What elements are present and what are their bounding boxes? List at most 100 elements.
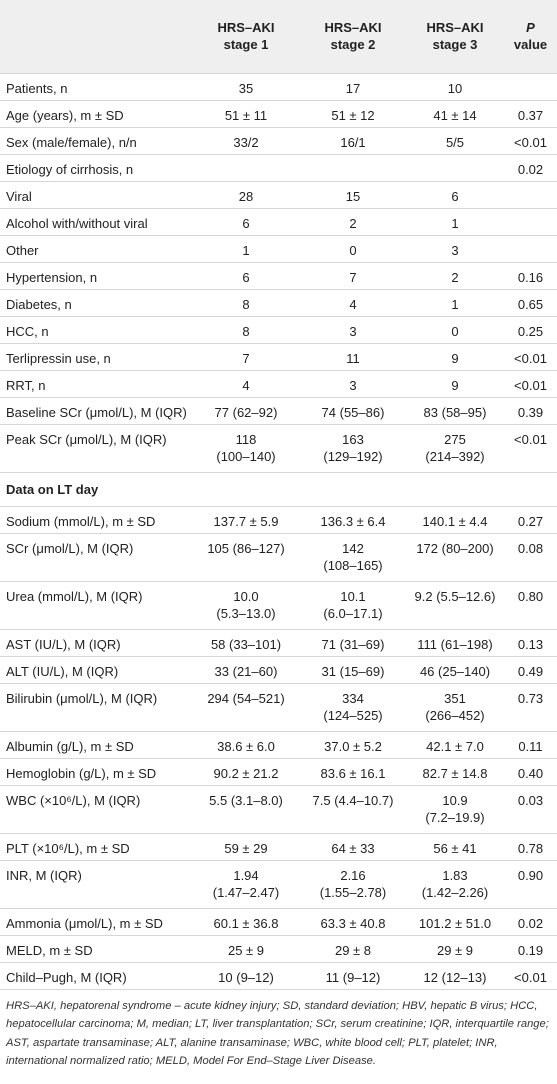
cell-text: 334 bbox=[342, 690, 364, 706]
cell: 3 bbox=[406, 235, 504, 263]
cell: 7.5 (4.4–10.7) bbox=[300, 785, 406, 834]
cell-text: <0.01 bbox=[514, 377, 547, 393]
cell: 0.39 bbox=[504, 397, 557, 425]
cell: 6 bbox=[406, 181, 504, 209]
cell-text: 2.16 bbox=[340, 867, 366, 883]
row-label: Peak SCr (μmol/L), M (IQR) bbox=[0, 424, 192, 473]
cell bbox=[504, 208, 557, 236]
cell-text: 0.37 bbox=[517, 107, 544, 123]
table-row: Hypertension, n 6 7 2 0.16 bbox=[0, 262, 557, 290]
cell bbox=[504, 181, 557, 209]
cell: 8 bbox=[192, 316, 300, 344]
cell: 118 (100–140) bbox=[192, 424, 300, 473]
table-header: HRS–AKI stage 1 HRS–AKI stage 2 HRS–AKI stage… bbox=[0, 0, 557, 74]
cell-text: 0.65 bbox=[517, 296, 544, 312]
cell-text: 7 bbox=[349, 269, 357, 285]
cell-text: AST (IU/L), M (IQR) bbox=[6, 636, 121, 652]
cell-text: Diabetes, n bbox=[6, 296, 72, 312]
row-label: Sodium (mmol/L), m ± SD bbox=[0, 506, 192, 534]
table-row: Viral 28 15 6 bbox=[0, 181, 557, 209]
cell-text: 74 (55–86) bbox=[321, 404, 385, 420]
cell bbox=[192, 154, 300, 182]
cell: 6 bbox=[192, 262, 300, 290]
cell: 0 bbox=[300, 235, 406, 263]
cell: 51 ± 11 bbox=[192, 100, 300, 128]
cell: 7 bbox=[192, 343, 300, 371]
cell-text: 16/1 bbox=[340, 134, 366, 150]
cell-text: INR, M (IQR) bbox=[6, 867, 82, 883]
cell-text: Patients, n bbox=[6, 80, 68, 96]
cell-text: 51 ± 12 bbox=[331, 107, 375, 123]
cell-text: 51 ± 11 bbox=[224, 107, 268, 123]
cell-text: 1 bbox=[242, 242, 250, 258]
cell-text: 0.78 bbox=[517, 840, 544, 856]
cell-text: stage 3 bbox=[432, 37, 478, 53]
cell: 10 bbox=[406, 73, 504, 101]
cell: 11 bbox=[300, 343, 406, 371]
cell-text: 77 (62–92) bbox=[214, 404, 278, 420]
header-cell bbox=[0, 0, 192, 74]
cell-text: 10.0 bbox=[233, 588, 259, 604]
cell: 51 ± 12 bbox=[300, 100, 406, 128]
cell-text: 90.2 ± 21.2 bbox=[213, 765, 279, 781]
cell-text: 83 (58–95) bbox=[423, 404, 487, 420]
cell: 3 bbox=[300, 316, 406, 344]
cell-text: (5.3–13.0) bbox=[216, 605, 276, 621]
row-label: Terlipressin use, n bbox=[0, 343, 192, 371]
cell-text: HRS–AKI bbox=[426, 20, 484, 36]
cell-text: (1.42–2.26) bbox=[421, 884, 489, 900]
table-body: Patients, n 35 17 10 Age (years), m ± SD 51 ±… bbox=[0, 73, 557, 990]
cell: 8 bbox=[192, 289, 300, 317]
cell: <0.01 bbox=[504, 424, 557, 473]
cell-text: 35 bbox=[238, 80, 254, 96]
row-label: Age (years), m ± SD bbox=[0, 100, 192, 128]
row-label: Bilirubin (μmol/L), M (IQR) bbox=[0, 683, 192, 732]
cell-text: Baseline SCr (μmol/L), M (IQR) bbox=[6, 404, 187, 420]
cell-text: 0.90 bbox=[517, 867, 544, 883]
cell-text: 351 bbox=[444, 690, 466, 706]
cell: 60.1 ± 36.8 bbox=[192, 908, 300, 936]
cell-text: SCr (μmol/L), M (IQR) bbox=[6, 540, 134, 556]
cell-text: 111 (61–198) bbox=[417, 636, 493, 652]
row-label: Other bbox=[0, 235, 192, 263]
cell-text: 42.1 ± 7.0 bbox=[426, 738, 484, 754]
cell-text: Urea (mmol/L), M (IQR) bbox=[6, 588, 143, 604]
cell-text: 9 bbox=[451, 350, 459, 366]
table-row: Bilirubin (μmol/L), M (IQR) 294 (54–521) 3… bbox=[0, 683, 557, 732]
cell-text: 9 bbox=[451, 377, 459, 393]
table-row: Albumin (g/L), m ± SD 38.6 ± 6.0 37.0 ± 5.… bbox=[0, 731, 557, 759]
cell: 58 (33–101) bbox=[192, 629, 300, 657]
cell: 35 bbox=[192, 73, 300, 101]
table-row: SCr (μmol/L), M (IQR) 105 (86–127) 142 (108… bbox=[0, 533, 557, 582]
cell: 0 bbox=[406, 316, 504, 344]
cell: 33/2 bbox=[192, 127, 300, 155]
cell-text: WBC (×10⁶/L), M (IQR) bbox=[6, 792, 141, 808]
cell-text: 0.16 bbox=[517, 269, 544, 285]
cell-text: Sex (male/female), n/n bbox=[6, 134, 137, 150]
cell-text: 33 (21–60) bbox=[214, 663, 278, 679]
cell: 0.27 bbox=[504, 506, 557, 534]
cell-text: 275 bbox=[444, 431, 466, 447]
header-cell: HRS–AKI stage 2 bbox=[300, 0, 406, 74]
row-label: SCr (μmol/L), M (IQR) bbox=[0, 533, 192, 582]
cell-text: 29 ± 8 bbox=[334, 942, 372, 958]
cell-text: 4 bbox=[242, 377, 250, 393]
cell: 101.2 ± 51.0 bbox=[406, 908, 504, 936]
row-label: ALT (IU/L), M (IQR) bbox=[0, 656, 192, 684]
cell-text: HRS–AKI bbox=[217, 20, 275, 36]
row-label: Diabetes, n bbox=[0, 289, 192, 317]
cell-text: 10.9 bbox=[442, 792, 468, 808]
cell-text: 0.40 bbox=[517, 765, 544, 781]
cell: 2 bbox=[300, 208, 406, 236]
cell-text: 31 (15–69) bbox=[321, 663, 385, 679]
cell: 31 (15–69) bbox=[300, 656, 406, 684]
row-label: Child–Pugh, M (IQR) bbox=[0, 962, 192, 990]
cell: 0.13 bbox=[504, 629, 557, 657]
table-row: WBC (×10⁶/L), M (IQR) 5.5 (3.1–8.0) 7.5 (4… bbox=[0, 785, 557, 834]
cell-text: 7 bbox=[242, 350, 250, 366]
cell-text: RRT, n bbox=[6, 377, 46, 393]
cell-text: Other bbox=[6, 242, 39, 258]
cell: 46 (25–140) bbox=[406, 656, 504, 684]
cell-text: (1.47–2.47) bbox=[212, 884, 280, 900]
header-cell: HRS–AKI stage 3 bbox=[406, 0, 504, 74]
